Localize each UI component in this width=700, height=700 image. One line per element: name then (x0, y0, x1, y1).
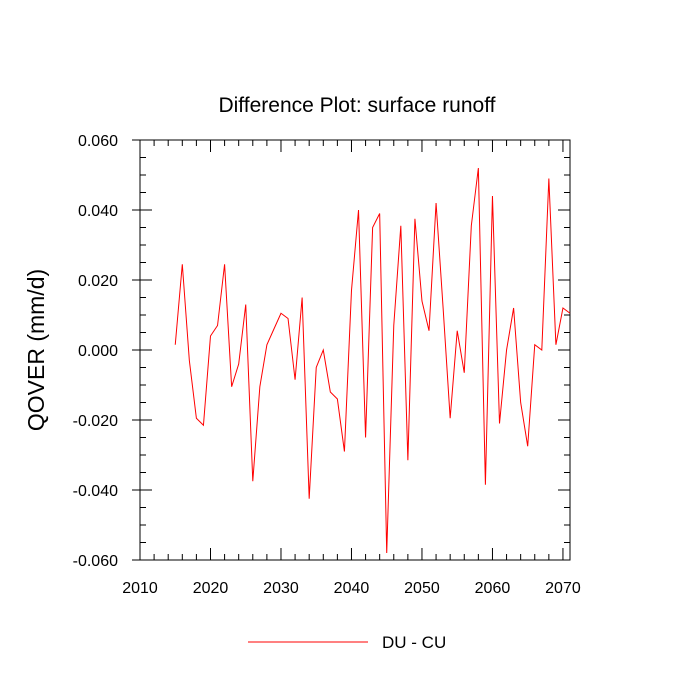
y-tick-label: -0.020 (73, 413, 118, 430)
x-tick-label: 2010 (122, 580, 158, 597)
plot-frame (139, 139, 571, 561)
x-tick-label: 2030 (263, 580, 299, 597)
x-tick-label: 2070 (545, 580, 581, 597)
legend-label: DU - CU (382, 633, 446, 652)
y-tick-label: 0.020 (78, 273, 118, 290)
y-tick-label: -0.060 (73, 553, 118, 570)
chart-title: Difference Plot: surface runoff (218, 94, 495, 117)
series-line-du-cu (174, 167, 571, 554)
y-axis-label: QOVER (mm/d) (23, 269, 49, 431)
y-tick-label: 0.060 (78, 133, 118, 150)
x-tick-label: 2020 (193, 580, 229, 597)
y-tick-label: 0.040 (78, 203, 118, 220)
y-tick-label: -0.040 (73, 483, 118, 500)
x-tick-label: 2040 (334, 580, 370, 597)
x-tick-label: 2050 (404, 580, 440, 597)
legend: DU - CU (248, 633, 446, 652)
series-lines (174, 167, 571, 554)
x-tick-label: 2060 (475, 580, 511, 597)
y-tick-label: 0.000 (78, 343, 118, 360)
axes: 2010 2020 2030 2040 2050 2060 2070 0.060 0.040 0.… (73, 133, 581, 597)
